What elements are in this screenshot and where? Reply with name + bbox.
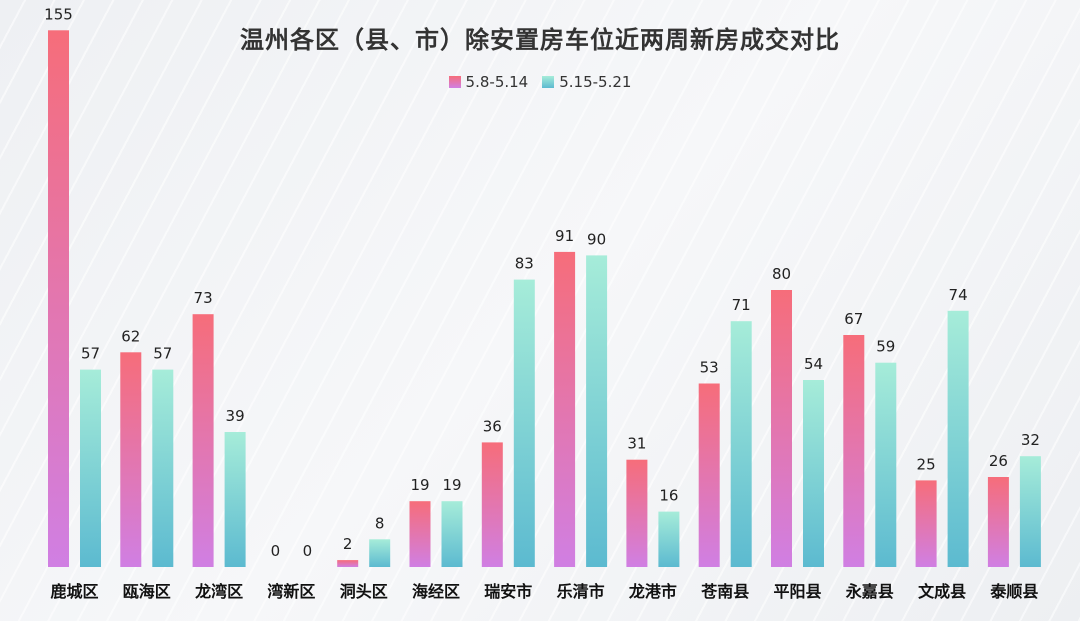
bar-泰顺县-series-1 xyxy=(987,477,1009,567)
value-label-永嘉县-series-2: 59 xyxy=(876,338,895,356)
bar-永嘉县-series-1 xyxy=(843,335,865,567)
legend-swatch-series-2 xyxy=(542,76,555,88)
category-label-龙港市: 龙港市 xyxy=(628,582,677,601)
bar-鹿城区-series-1 xyxy=(48,30,69,568)
category-label-洞头区: 洞头区 xyxy=(340,582,388,601)
bar-泰顺县-series-2 xyxy=(1019,456,1041,567)
bar-乐清市-series-2 xyxy=(586,255,608,567)
category-label-平阳县: 平阳县 xyxy=(773,582,821,601)
bar-文成县-series-2 xyxy=(947,310,969,567)
value-label-瓯海区-series-1: 62 xyxy=(121,327,140,345)
legend-item-series-2: 5.15-5.21 xyxy=(542,73,631,91)
bar-龙港市-series-2 xyxy=(658,511,680,567)
value-label-鹿城区-series-1: 155 xyxy=(44,5,73,23)
value-label-文成县-series-2: 74 xyxy=(949,286,968,304)
bar-瓯海区-series-1 xyxy=(120,352,142,567)
category-label-龙湾区: 龙湾区 xyxy=(194,582,243,601)
bar-苍南县-series-1 xyxy=(698,383,720,567)
legend-label-series-2: 5.15-5.21 xyxy=(559,73,632,91)
category-label-文成县: 文成县 xyxy=(918,582,966,601)
category-label-苍南县: 苍南县 xyxy=(700,582,749,601)
value-labels-layer: 155 57 62 57 73 39 0 0 2 8 19 19 36 83 91 90 31 16 53 71 80 5… xyxy=(44,5,1040,560)
bar-文成县-series-1 xyxy=(915,480,937,567)
value-label-苍南县-series-2: 71 xyxy=(732,296,751,314)
value-label-瑞安市-series-2: 83 xyxy=(515,255,534,273)
value-label-龙湾区-series-1: 73 xyxy=(194,289,213,307)
bars-layer xyxy=(48,30,1041,568)
value-label-文成县-series-1: 25 xyxy=(917,455,936,473)
value-label-乐清市-series-1: 91 xyxy=(555,227,574,245)
value-label-湾新区-series-1: 0 xyxy=(271,542,281,560)
value-label-瓯海区-series-2: 57 xyxy=(153,345,172,363)
category-label-鹿城区: 鹿城区 xyxy=(50,582,98,601)
category-label-湾新区: 湾新区 xyxy=(267,582,315,601)
bar-龙湾区-series-1 xyxy=(192,314,214,567)
bar-永嘉县-series-2 xyxy=(875,362,897,567)
value-label-龙湾区-series-2: 39 xyxy=(226,407,245,425)
bar-瓯海区-series-2 xyxy=(152,369,174,567)
value-label-泰顺县-series-1: 26 xyxy=(989,452,1008,470)
category-label-瓯海区: 瓯海区 xyxy=(123,582,171,601)
bar-海经区-series-1 xyxy=(409,501,431,567)
category-label-海经区: 海经区 xyxy=(412,582,460,601)
bar-瑞安市-series-1 xyxy=(481,442,503,567)
value-label-湾新区-series-2: 0 xyxy=(303,542,313,560)
bar-鹿城区-series-2 xyxy=(80,369,101,567)
bar-平阳县-series-2 xyxy=(803,380,824,567)
value-label-鹿城区-series-2: 57 xyxy=(81,345,100,363)
bar-洞头区-series-2 xyxy=(369,539,391,567)
category-label-乐清市: 乐清市 xyxy=(557,582,605,601)
value-label-苍南县-series-1: 53 xyxy=(700,359,719,377)
value-label-龙港市-series-1: 31 xyxy=(627,435,646,453)
chart-title: 温州各区（县、市）除安置房车位近两周新房成交对比 xyxy=(240,26,840,54)
bar-洞头区-series-1 xyxy=(337,560,359,567)
bar-龙港市-series-1 xyxy=(626,459,648,567)
value-label-海经区-series-1: 19 xyxy=(410,476,429,494)
chart-legend: 5.8-5.14 5.15-5.21 xyxy=(0,73,1080,91)
value-label-洞头区-series-2: 8 xyxy=(375,514,385,532)
category-label-泰顺县: 泰顺县 xyxy=(989,582,1038,601)
legend-swatch-series-1 xyxy=(448,76,461,88)
category-label-永嘉县: 永嘉县 xyxy=(845,582,894,601)
category-labels-layer: 鹿城区 瓯海区 龙湾区 湾新区 洞头区 海经区 瑞安市 乐清市 龙港市 苍南县 平阳县 永嘉县 文成县 泰… xyxy=(50,582,1038,601)
bar-海经区-series-2 xyxy=(441,501,463,567)
value-label-龙港市-series-2: 16 xyxy=(659,487,678,505)
bar-苍南县-series-2 xyxy=(730,321,752,567)
bar-乐清市-series-1 xyxy=(554,251,576,567)
value-label-瑞安市-series-1: 36 xyxy=(483,417,502,435)
legend-item-series-1: 5.8-5.14 xyxy=(448,73,529,91)
value-label-乐清市-series-2: 90 xyxy=(587,230,606,248)
value-label-海经区-series-2: 19 xyxy=(442,476,461,494)
category-label-瑞安市: 瑞安市 xyxy=(484,582,532,601)
bar-瑞安市-series-2 xyxy=(513,279,535,567)
value-label-平阳县-series-2: 54 xyxy=(804,355,823,373)
value-label-平阳县-series-1: 80 xyxy=(772,265,791,283)
value-label-洞头区-series-1: 2 xyxy=(343,535,353,553)
value-label-泰顺县-series-2: 32 xyxy=(1021,431,1040,449)
bar-平阳县-series-1 xyxy=(771,290,792,567)
bar-龙湾区-series-2 xyxy=(224,432,246,567)
legend-label-series-1: 5.8-5.14 xyxy=(465,73,529,91)
value-label-永嘉县-series-1: 67 xyxy=(844,310,863,328)
